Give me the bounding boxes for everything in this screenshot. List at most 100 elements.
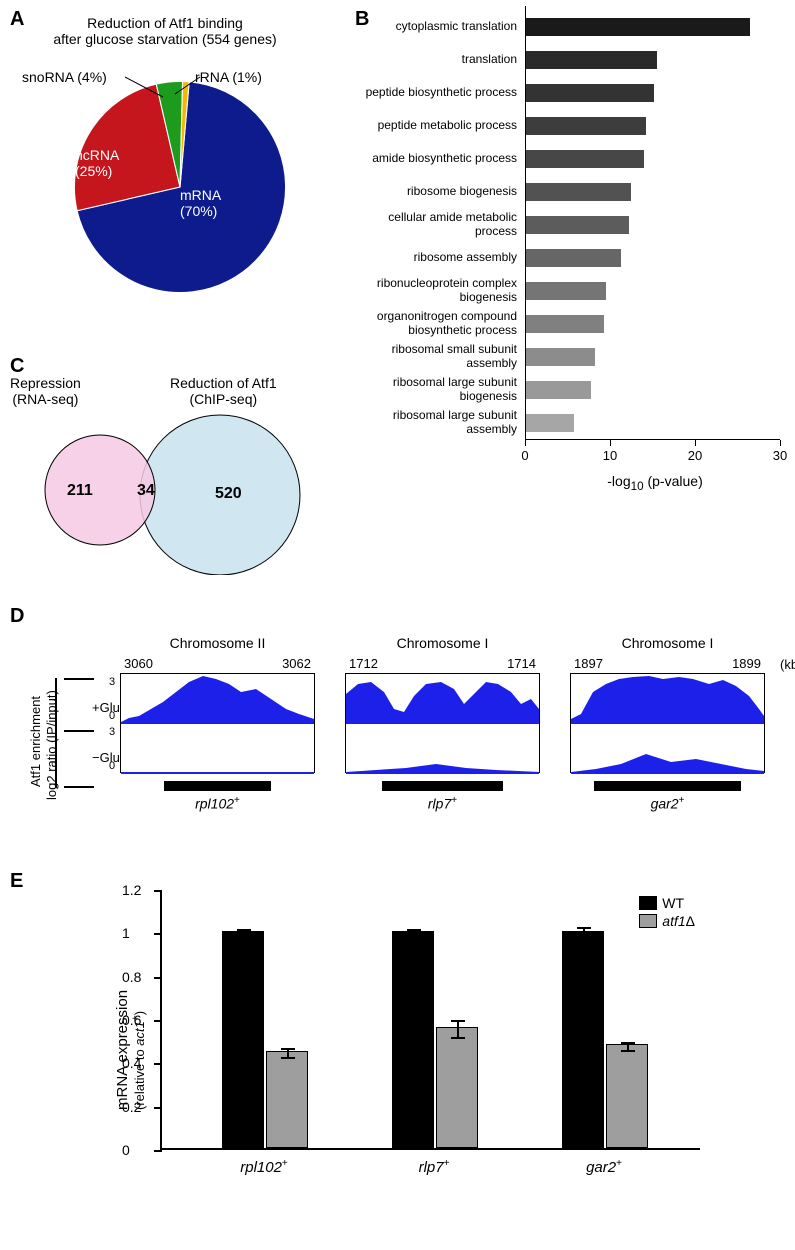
- pie-mRNA-label: mRNA(70%): [180, 187, 221, 219]
- d-tick-top: [64, 678, 94, 680]
- pie-rrna-leader: [170, 72, 210, 102]
- go-row: ribosomal large subunit biogenesis: [355, 373, 785, 406]
- go-row: ribosome biogenesis: [355, 175, 785, 208]
- track-yticklabel: 3: [109, 726, 115, 738]
- go-bar: [525, 150, 644, 168]
- go-row: translation: [355, 43, 785, 76]
- barchart: 00.20.40.60.811.2 WT atf1Δ rpl102+rlp7+g…: [160, 890, 700, 1180]
- go-row: organonitrogen compound biosynthetic pro…: [355, 307, 785, 340]
- e-yticklabel: 0.8: [122, 969, 141, 985]
- e-yticklabel: 0: [122, 1142, 130, 1158]
- go-row: amide biosynthetic process: [355, 142, 785, 175]
- go-bar-area: [525, 183, 785, 201]
- e-xlabel: rlp7+: [419, 1158, 450, 1176]
- go-label: amide biosynthetic process: [355, 152, 525, 165]
- gene-label: rpl102+: [120, 795, 315, 812]
- gene-label: gar2+: [570, 795, 765, 812]
- gene-bar: [164, 781, 271, 791]
- legend-wt-box: [639, 896, 657, 910]
- pie-ncRNA-label: ncRNA(25%): [75, 147, 119, 179]
- go-bar: [525, 414, 574, 432]
- e-bar: [562, 931, 604, 1148]
- legend: WT atf1Δ: [639, 895, 695, 931]
- go-bar: [525, 183, 631, 201]
- go-bar-area: [525, 51, 785, 69]
- go-bar: [525, 348, 595, 366]
- e-yticklabel: 0.2: [122, 1099, 141, 1115]
- pie-title-2: after glucose starvation (554 genes): [10, 31, 320, 47]
- legend-wt: WT: [639, 895, 695, 911]
- venn-container: Repression(RNA-seq) Reduction of Atf1(Ch…: [10, 355, 350, 575]
- track-coords: 30603062: [120, 656, 315, 671]
- go-bar: [525, 249, 621, 267]
- gene-bar: [382, 781, 503, 791]
- venn-right-num: 520: [215, 485, 242, 503]
- track-yticklabel: 0: [109, 760, 115, 772]
- go-bar-area: [525, 381, 785, 399]
- panel-a: Reduction of Atf1 binding after glucose …: [10, 10, 320, 297]
- go-label: organonitrogen compound biosynthetic pro…: [355, 310, 525, 336]
- go-label: ribosomal large subunit biogenesis: [355, 376, 525, 402]
- go-bar: [525, 117, 646, 135]
- gene-bar: [594, 781, 740, 791]
- track-yticklabel: 0: [109, 710, 115, 722]
- go-bars: cytoplasmic translation translation peptid…: [355, 10, 785, 470]
- go-label: ribosome assembly: [355, 251, 525, 264]
- go-row: peptide biosynthetic process: [355, 76, 785, 109]
- go-bar-area: [525, 348, 785, 366]
- track-chrom: Chromosome I: [570, 635, 765, 651]
- track-column: Chromosome I 18971899 gar2+: [570, 635, 765, 812]
- go-bar-area: [525, 282, 785, 300]
- go-label: ribosomal small subunit assembly: [355, 343, 525, 369]
- panel-e: mRNA expression (relative to act1+) 00.2…: [10, 870, 785, 1180]
- go-bar: [525, 216, 629, 234]
- go-bar: [525, 381, 591, 399]
- track-box: [570, 673, 765, 773]
- go-bar: [525, 282, 606, 300]
- go-label: peptide biosynthetic process: [355, 86, 525, 99]
- go-bar: [525, 315, 604, 333]
- track-column: Chromosome I17121714rlp7+: [345, 635, 540, 812]
- track-half: [571, 674, 764, 724]
- go-row: cytoplasmic translation: [355, 10, 785, 43]
- e-xlabel: gar2+: [586, 1158, 622, 1176]
- go-bar: [525, 51, 657, 69]
- d-minusglu-label: −Glu: [92, 750, 120, 765]
- d-tick-bot: [64, 786, 94, 788]
- go-bar-area: [525, 315, 785, 333]
- d-ylabel-1: Atf1 enrichment: [28, 696, 43, 787]
- go-row: ribosomal large subunit assembly: [355, 406, 785, 439]
- go-row: cellular amide metabolic process: [355, 208, 785, 241]
- plot-area: 00.20.40.60.811.2: [160, 890, 700, 1150]
- pie-snoRNA-label: snoRNA (4%): [22, 69, 107, 85]
- track-yticklabel: 3: [109, 676, 115, 688]
- go-label: ribosome biogenesis: [355, 185, 525, 198]
- track-coords: 18971899: [570, 656, 765, 671]
- e-bar: [266, 1051, 308, 1149]
- e-yticklabel: 1.2: [122, 882, 141, 898]
- venn-left-num: 211: [67, 482, 93, 500]
- go-bar-area: [525, 84, 785, 102]
- track-coords: 17121714: [345, 656, 540, 671]
- pie-title-1: Reduction of Atf1 binding: [10, 15, 320, 31]
- legend-mut-label: atf1Δ: [662, 913, 695, 929]
- venn-right-title: Reduction of Atf1(ChIP-seq): [170, 375, 277, 407]
- go-bar: [525, 18, 750, 36]
- legend-wt-label: WT: [662, 895, 684, 911]
- go-xlabel: -log10 (p-value): [525, 473, 785, 493]
- track-half: 30: [121, 724, 314, 774]
- go-bar-area: [525, 117, 785, 135]
- venn-left-title: Repression(RNA-seq): [10, 375, 81, 407]
- e-bar: [222, 931, 264, 1148]
- go-label: translation: [355, 53, 525, 66]
- track-box: [345, 673, 540, 773]
- go-row: ribonucleoprotein complex biogenesis: [355, 274, 785, 307]
- go-bar-area: [525, 249, 785, 267]
- track-half: [571, 724, 764, 774]
- go-row: ribosomal small subunit assembly: [355, 340, 785, 373]
- e-bar: [436, 1027, 478, 1148]
- go-label: cytoplasmic translation: [355, 20, 525, 33]
- go-label: ribonucleoprotein complex biogenesis: [355, 277, 525, 303]
- go-label: ribosomal large subunit assembly: [355, 409, 525, 435]
- go-row: peptide metabolic process: [355, 109, 785, 142]
